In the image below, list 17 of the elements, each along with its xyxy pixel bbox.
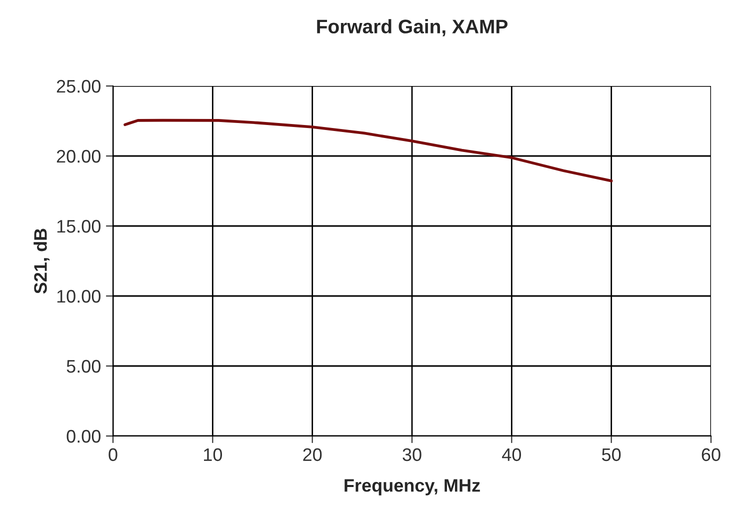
x-tick-label: 60 <box>702 448 720 462</box>
x-tick-label: 10 <box>204 448 222 462</box>
x-tick-label: 50 <box>602 448 621 462</box>
x-tick-label: 0 <box>108 448 118 462</box>
y-tick-label: 10.00 <box>57 290 100 303</box>
x-axis-title: Frequency, MHz <box>344 479 480 496</box>
y-tick-label: 0.00 <box>66 430 100 443</box>
chart-title: Forward Gain, XAMP <box>317 19 508 36</box>
x-tick-label: 20 <box>303 448 322 462</box>
y-tick-label: 25.00 <box>56 80 100 93</box>
y-tick-label: 5.00 <box>66 360 100 373</box>
y-axis-title: S21, dB <box>34 228 50 294</box>
x-tick-label: 40 <box>502 448 522 462</box>
line-series <box>124 118 613 182</box>
y-tick-label: 20.00 <box>56 150 100 163</box>
x-tick-label: 30 <box>402 448 422 462</box>
y-tick-label: 15.00 <box>57 220 100 233</box>
